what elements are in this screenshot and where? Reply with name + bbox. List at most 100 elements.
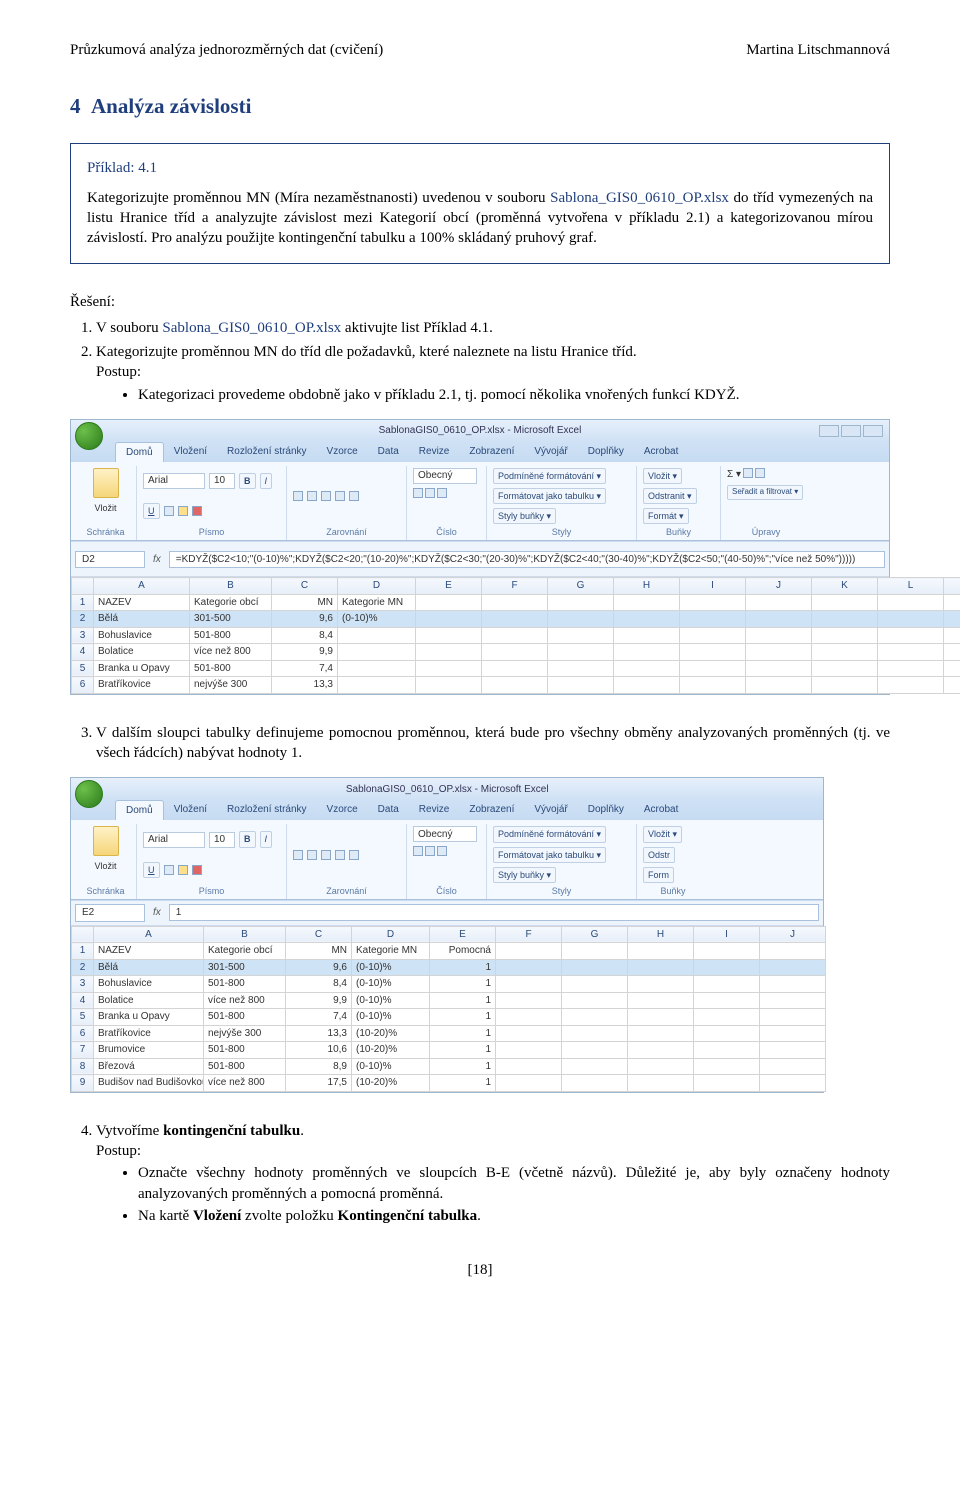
ribbon-tab[interactable]: Data: [368, 442, 409, 462]
cell[interactable]: [614, 611, 680, 628]
cell[interactable]: Kategorie obcí: [204, 943, 286, 960]
cell[interactable]: Bratříkovice: [94, 677, 190, 694]
conditional-formatting-button[interactable]: Podmíněné formátování ▾: [493, 468, 606, 484]
autosum-icon[interactable]: Σ ▾: [727, 468, 741, 482]
cell[interactable]: [944, 611, 960, 628]
cell[interactable]: [496, 1042, 562, 1059]
cell[interactable]: [694, 943, 760, 960]
cell[interactable]: [548, 627, 614, 644]
cell[interactable]: [548, 660, 614, 677]
cell[interactable]: [548, 611, 614, 628]
underline-button[interactable]: U: [143, 862, 160, 878]
column-header[interactable]: M: [944, 578, 960, 595]
name-box[interactable]: E2: [75, 904, 145, 922]
cell[interactable]: [496, 1075, 562, 1092]
cell[interactable]: [694, 1042, 760, 1059]
cell[interactable]: [694, 976, 760, 993]
cell[interactable]: [548, 594, 614, 611]
cell[interactable]: [548, 644, 614, 661]
cell[interactable]: [746, 627, 812, 644]
fill-color-icon[interactable]: [178, 865, 188, 875]
cell[interactable]: [944, 627, 960, 644]
worksheet-grid[interactable]: ABCDEFGHIJ 1NAZEVKategorie obcíMNKategor…: [71, 926, 826, 1092]
paste-button[interactable]: [93, 468, 119, 498]
column-header[interactable]: C: [286, 926, 352, 943]
insert-cells-button[interactable]: Vložit ▾: [643, 468, 682, 484]
column-header[interactable]: G: [548, 578, 614, 595]
column-header[interactable]: G: [562, 926, 628, 943]
cell[interactable]: [878, 594, 944, 611]
cell[interactable]: [746, 594, 812, 611]
ribbon-tab[interactable]: Rozložení stránky: [217, 442, 316, 462]
cell[interactable]: 501-800: [204, 1058, 286, 1075]
cell[interactable]: [482, 660, 548, 677]
cell[interactable]: [416, 660, 482, 677]
cell[interactable]: [628, 1042, 694, 1059]
ribbon-tab[interactable]: Doplňky: [578, 442, 634, 462]
clear-icon[interactable]: [755, 468, 765, 478]
column-header[interactable]: H: [614, 578, 680, 595]
cell[interactable]: [496, 943, 562, 960]
ribbon-tab[interactable]: Vývojář: [524, 442, 577, 462]
insert-cells-button[interactable]: Vložit ▾: [643, 826, 682, 842]
name-box[interactable]: D2: [75, 551, 145, 569]
cell[interactable]: [614, 677, 680, 694]
cell[interactable]: [416, 594, 482, 611]
number-format-select[interactable]: Obecný: [413, 826, 477, 842]
font-name-select[interactable]: Arial: [143, 473, 205, 489]
cell[interactable]: [680, 660, 746, 677]
cell[interactable]: [746, 644, 812, 661]
cell[interactable]: [878, 677, 944, 694]
cell[interactable]: 501-800: [204, 1009, 286, 1026]
cell[interactable]: 9,6: [286, 959, 352, 976]
cell[interactable]: 1: [430, 1009, 496, 1026]
cell[interactable]: [482, 611, 548, 628]
cell[interactable]: [628, 959, 694, 976]
cell[interactable]: [694, 959, 760, 976]
column-header[interactable]: A: [94, 926, 204, 943]
underline-button[interactable]: U: [143, 503, 160, 519]
cell[interactable]: [812, 644, 878, 661]
ribbon-tab[interactable]: Vložení: [164, 800, 217, 820]
font-color-icon[interactable]: [192, 506, 202, 516]
cell[interactable]: 8,4: [286, 976, 352, 993]
cell[interactable]: MN: [286, 943, 352, 960]
cell[interactable]: [482, 627, 548, 644]
cell[interactable]: [680, 627, 746, 644]
cell[interactable]: [338, 677, 416, 694]
cell[interactable]: [562, 1058, 628, 1075]
column-header[interactable]: J: [760, 926, 826, 943]
cell[interactable]: [694, 992, 760, 1009]
cell[interactable]: Březová: [94, 1058, 204, 1075]
wrap-text-icon[interactable]: [335, 850, 345, 860]
font-color-icon[interactable]: [192, 865, 202, 875]
cell[interactable]: [614, 644, 680, 661]
comma-icon[interactable]: [437, 846, 447, 856]
cell[interactable]: [760, 992, 826, 1009]
bold-button[interactable]: B: [239, 831, 256, 847]
italic-button[interactable]: I: [260, 473, 273, 489]
cell[interactable]: [878, 611, 944, 628]
cell[interactable]: [694, 1025, 760, 1042]
cell[interactable]: 1: [430, 1025, 496, 1042]
cell[interactable]: nejvýše 300: [190, 677, 272, 694]
ribbon-tab[interactable]: Acrobat: [634, 442, 688, 462]
cell[interactable]: [614, 660, 680, 677]
cell[interactable]: [878, 660, 944, 677]
column-header[interactable]: B: [190, 578, 272, 595]
cell[interactable]: [760, 1009, 826, 1026]
cell[interactable]: více než 800: [190, 644, 272, 661]
cell[interactable]: [496, 992, 562, 1009]
cell[interactable]: Budišov nad Budišovkou: [94, 1075, 204, 1092]
ribbon-tab[interactable]: Vývojář: [524, 800, 577, 820]
cell[interactable]: Branka u Opavy: [94, 660, 190, 677]
cell[interactable]: [760, 1025, 826, 1042]
cell[interactable]: 13,3: [286, 1025, 352, 1042]
cell[interactable]: [496, 976, 562, 993]
cell[interactable]: Bolatice: [94, 644, 190, 661]
cell[interactable]: 8,4: [272, 627, 338, 644]
column-header[interactable]: D: [338, 578, 416, 595]
cell[interactable]: [562, 1009, 628, 1026]
ribbon-tab[interactable]: Doplňky: [578, 800, 634, 820]
merge-icon[interactable]: [349, 491, 359, 501]
